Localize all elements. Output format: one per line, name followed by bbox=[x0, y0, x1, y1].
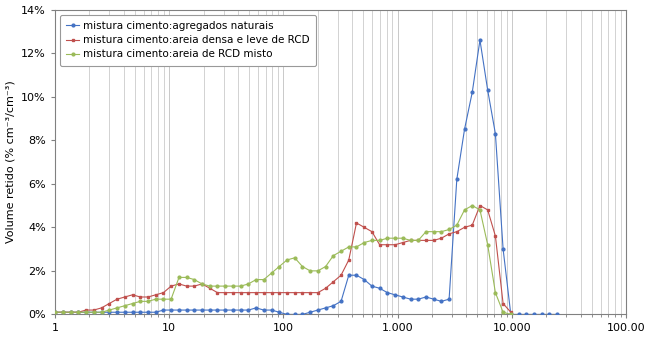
mistura cimento:agregados naturais bbox=[90, 310, 98, 314]
mistura cimento:agregados naturais bbox=[453, 177, 461, 181]
mistura cimento:areia de RCD misto bbox=[167, 297, 175, 301]
Line: mistura cimento:areia de RCD misto: mistura cimento:areia de RCD misto bbox=[53, 204, 512, 316]
mistura cimento:areia densa e leve de RCD bbox=[198, 282, 206, 286]
mistura cimento:areia de RCD misto bbox=[183, 275, 191, 279]
mistura cimento:areia densa e leve de RCD bbox=[476, 203, 484, 207]
mistura cimento:areia densa e leve de RCD bbox=[337, 273, 345, 277]
Line: mistura cimento:agregados naturais: mistura cimento:agregados naturais bbox=[53, 39, 559, 316]
mistura cimento:agregados naturais bbox=[275, 310, 283, 314]
mistura cimento:agregados naturais bbox=[283, 312, 291, 316]
Line: mistura cimento:areia densa e leve de RCD: mistura cimento:areia densa e leve de RC… bbox=[53, 204, 512, 314]
mistura cimento:agregados naturais bbox=[175, 308, 183, 312]
mistura cimento:areia densa e leve de RCD bbox=[206, 286, 214, 290]
mistura cimento:agregados naturais bbox=[206, 308, 214, 312]
mistura cimento:areia de RCD misto bbox=[51, 310, 59, 314]
mistura cimento:areia de RCD misto bbox=[337, 249, 345, 253]
mistura cimento:agregados naturais bbox=[476, 38, 484, 42]
mistura cimento:agregados naturais bbox=[51, 310, 59, 314]
mistura cimento:areia de RCD misto bbox=[507, 312, 515, 316]
mistura cimento:agregados naturais bbox=[268, 308, 275, 312]
mistura cimento:areia densa e leve de RCD bbox=[51, 310, 59, 314]
mistura cimento:areia de RCD misto bbox=[206, 284, 214, 288]
mistura cimento:areia de RCD misto bbox=[129, 301, 137, 305]
mistura cimento:areia de RCD misto bbox=[198, 282, 206, 286]
mistura cimento:areia densa e leve de RCD bbox=[167, 284, 175, 288]
mistura cimento:areia densa e leve de RCD bbox=[183, 284, 191, 288]
mistura cimento:areia densa e leve de RCD bbox=[507, 310, 515, 314]
Y-axis label: Volume retido (% cm⁻³/cm⁻³): Volume retido (% cm⁻³/cm⁻³) bbox=[6, 81, 16, 243]
Legend: mistura cimento:agregados naturais, mistura cimento:areia densa e leve de RCD, m: mistura cimento:agregados naturais, mist… bbox=[60, 15, 316, 66]
mistura cimento:areia de RCD misto bbox=[468, 203, 476, 207]
mistura cimento:areia densa e leve de RCD bbox=[129, 293, 137, 297]
mistura cimento:agregados naturais bbox=[553, 312, 561, 316]
